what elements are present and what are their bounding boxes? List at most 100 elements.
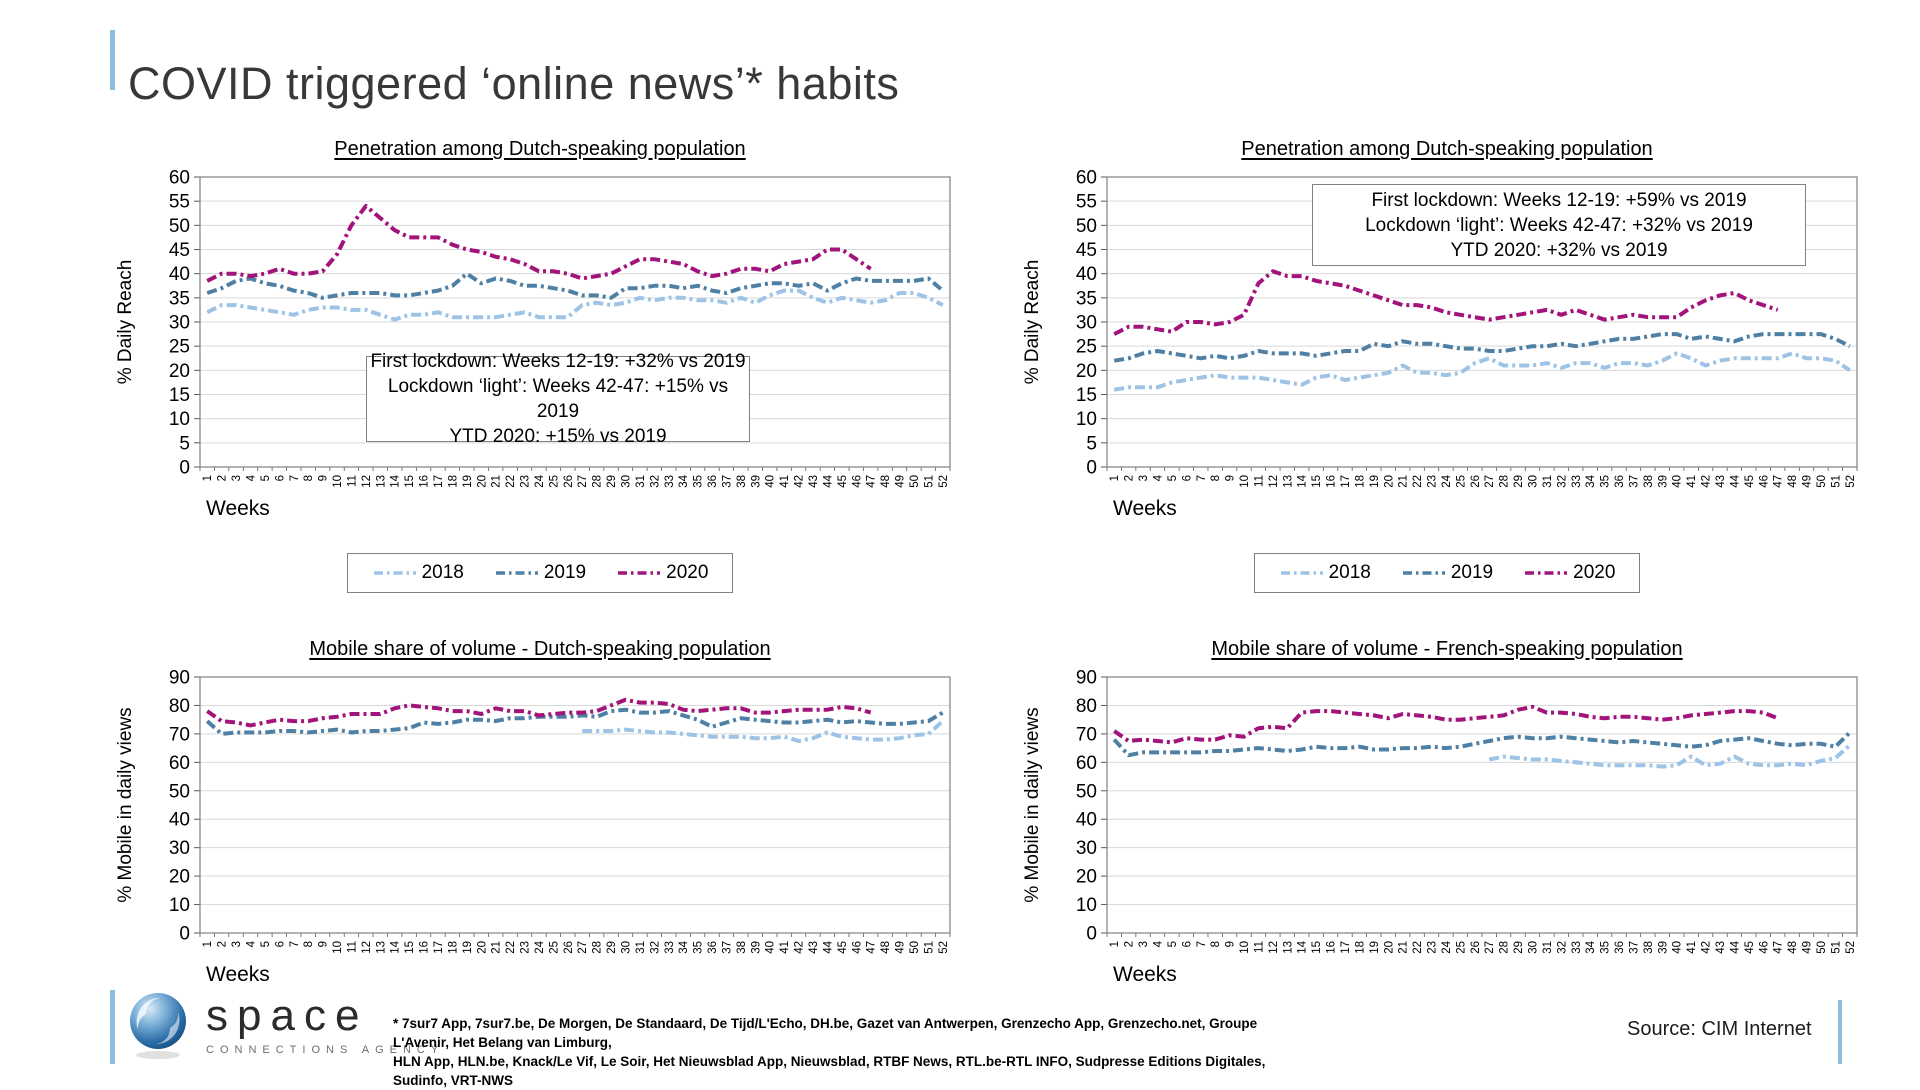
annotation-line: YTD 2020: +32% vs 2019 xyxy=(1450,239,1668,261)
chart-mobile-share-dutch: Mobile share of volume - Dutch-speaking … xyxy=(105,638,975,985)
svg-text:50: 50 xyxy=(1076,216,1097,237)
svg-text:10: 10 xyxy=(1076,409,1097,430)
svg-text:34: 34 xyxy=(678,474,690,487)
svg-text:28: 28 xyxy=(1499,941,1511,954)
svg-text:8: 8 xyxy=(1210,475,1222,481)
svg-text:60: 60 xyxy=(1076,753,1097,774)
svg-text:15: 15 xyxy=(169,385,190,406)
svg-text:14: 14 xyxy=(390,474,402,487)
svg-text:22: 22 xyxy=(1412,941,1424,954)
svg-text:9: 9 xyxy=(1225,941,1237,947)
svg-text:39: 39 xyxy=(1657,475,1669,488)
svg-text:28: 28 xyxy=(592,475,604,488)
svg-text:3: 3 xyxy=(1138,475,1150,481)
source-accent-bar xyxy=(1838,1000,1842,1064)
svg-text:Weeks: Weeks xyxy=(206,963,270,985)
svg-text:24: 24 xyxy=(534,940,546,953)
svg-text:50: 50 xyxy=(909,475,921,488)
slide-title: COVID triggered ‘online news’* habits xyxy=(128,58,900,110)
svg-text:51: 51 xyxy=(923,475,935,488)
svg-text:33: 33 xyxy=(1571,941,1583,954)
svg-text:29: 29 xyxy=(606,475,618,488)
svg-text:32: 32 xyxy=(1556,941,1568,954)
svg-text:12: 12 xyxy=(1268,941,1280,954)
svg-text:20: 20 xyxy=(1076,867,1097,888)
legend-item-2020: 2020 xyxy=(1523,562,1615,584)
svg-text:46: 46 xyxy=(1758,941,1770,954)
svg-text:48: 48 xyxy=(880,475,892,488)
logo-wordmark: space CONNECTIONS AGENCY xyxy=(206,991,445,1057)
svg-text:Weeks: Weeks xyxy=(206,497,270,519)
svg-text:8: 8 xyxy=(303,475,315,481)
svg-text:18: 18 xyxy=(447,475,459,488)
annotation-line: First lockdown: Weeks 12-19: +59% vs 201… xyxy=(1371,189,1747,211)
svg-text:39: 39 xyxy=(1657,941,1669,954)
legend-line-2018-icon xyxy=(1280,571,1323,575)
svg-text:22: 22 xyxy=(505,941,517,954)
svg-text:30: 30 xyxy=(1527,475,1539,488)
svg-text:Weeks: Weeks xyxy=(1113,963,1177,985)
svg-text:30: 30 xyxy=(1076,838,1097,859)
svg-text:32: 32 xyxy=(649,475,661,488)
svg-text:1: 1 xyxy=(202,941,214,947)
svg-text:21: 21 xyxy=(1398,475,1410,488)
svg-text:80: 80 xyxy=(1076,696,1097,717)
svg-text:27: 27 xyxy=(1484,475,1496,488)
svg-text:13: 13 xyxy=(375,941,387,954)
svg-text:50: 50 xyxy=(1816,475,1828,488)
svg-text:27: 27 xyxy=(577,941,589,954)
space-agency-logo: space CONNECTIONS AGENCY xyxy=(128,992,444,1062)
svg-text:23: 23 xyxy=(520,941,532,954)
svg-text:12: 12 xyxy=(361,475,373,488)
svg-text:50: 50 xyxy=(169,781,190,802)
svg-text:26: 26 xyxy=(563,475,575,488)
svg-text:1: 1 xyxy=(202,475,214,481)
svg-text:34: 34 xyxy=(1585,940,1597,953)
svg-text:40: 40 xyxy=(169,264,190,285)
svg-text:38: 38 xyxy=(736,941,748,954)
annotation-line: Lockdown ‘light’: Weeks 42-47: +15% vs 2… xyxy=(387,376,729,422)
svg-text:30: 30 xyxy=(620,475,632,488)
svg-text:16: 16 xyxy=(1326,475,1338,488)
svg-text:18: 18 xyxy=(1354,941,1366,954)
footnote-line-1: * 7sur7 App, 7sur7.be, De Morgen, De Sta… xyxy=(393,1016,1258,1050)
svg-text:25: 25 xyxy=(1455,941,1467,954)
logo-subtext: CONNECTIONS AGENCY xyxy=(206,1044,445,1056)
svg-text:20: 20 xyxy=(476,941,488,954)
svg-text:51: 51 xyxy=(923,941,935,954)
svg-text:4: 4 xyxy=(1152,474,1164,481)
svg-text:43: 43 xyxy=(808,941,820,954)
svg-text:10: 10 xyxy=(169,409,190,430)
svg-text:29: 29 xyxy=(1513,475,1525,488)
footer-accent-bar xyxy=(110,990,115,1064)
svg-text:23: 23 xyxy=(520,475,532,488)
svg-text:7: 7 xyxy=(289,475,301,481)
svg-text:41: 41 xyxy=(1686,941,1698,954)
logo-space-text: space xyxy=(206,991,369,1040)
svg-text:29: 29 xyxy=(1513,941,1525,954)
svg-text:22: 22 xyxy=(1412,475,1424,488)
svg-text:30: 30 xyxy=(620,941,632,954)
svg-text:5: 5 xyxy=(260,941,272,947)
svg-text:49: 49 xyxy=(1802,941,1814,954)
svg-text:45: 45 xyxy=(837,941,849,954)
svg-text:43: 43 xyxy=(1715,941,1727,954)
svg-text:36: 36 xyxy=(707,475,719,488)
svg-text:60: 60 xyxy=(1076,168,1097,189)
legend-line-2020-icon xyxy=(618,571,661,575)
svg-text:29: 29 xyxy=(606,941,618,954)
svg-text:26: 26 xyxy=(1470,475,1482,488)
svg-text:44: 44 xyxy=(822,940,834,953)
space-sphere-icon xyxy=(130,993,186,1059)
svg-text:7: 7 xyxy=(1196,941,1208,947)
svg-text:34: 34 xyxy=(1585,474,1597,487)
svg-text:70: 70 xyxy=(169,724,190,745)
svg-text:40: 40 xyxy=(1076,810,1097,831)
svg-text:35: 35 xyxy=(1076,288,1097,309)
legend: 2018 2019 2020 xyxy=(1012,553,1882,593)
svg-text:24: 24 xyxy=(1441,940,1453,953)
svg-text:21: 21 xyxy=(491,475,503,488)
svg-text:27: 27 xyxy=(1484,941,1496,954)
chart-title: Mobile share of volume - Dutch-speaking … xyxy=(309,638,771,660)
